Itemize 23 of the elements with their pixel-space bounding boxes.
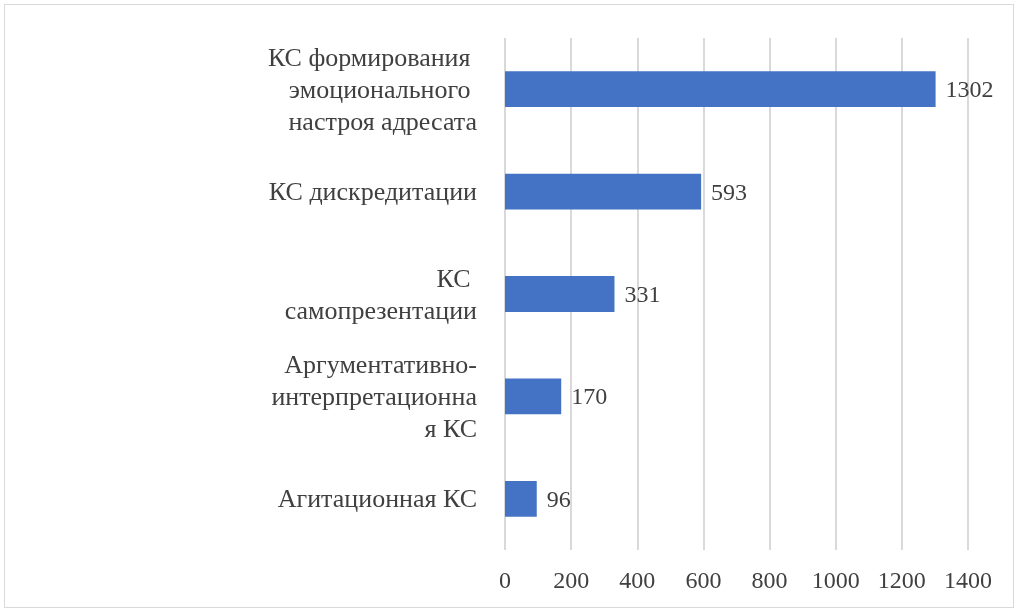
x-tick-label: 1000	[811, 567, 860, 593]
bar	[505, 276, 615, 312]
x-tick-label: 400	[619, 567, 656, 593]
bar	[505, 378, 562, 415]
y-tick-label: КС формирования эмоционального настроя адресата	[267, 42, 478, 136]
x-tick-label: 600	[685, 567, 722, 593]
y-tick-label: Агитационная КС	[277, 484, 477, 514]
data-label: 1302	[945, 76, 994, 103]
x-tick-label: 800	[751, 567, 788, 593]
data-label: 96	[546, 485, 571, 512]
y-tick-label: Аргументативно-интерпретационная КС	[271, 349, 478, 443]
bar	[505, 71, 936, 108]
data-label: 170	[571, 383, 608, 410]
x-tick-label: 1400	[944, 567, 992, 593]
x-tick-label: 200	[553, 567, 590, 593]
x-tick-label: 0	[499, 567, 511, 593]
y-tick-label: КС самопрезентации	[284, 263, 478, 325]
y-tick-label: КС дискредитации	[268, 177, 478, 207]
x-tick-label: 1200	[877, 567, 926, 593]
data-label: 593	[711, 178, 748, 205]
bar	[505, 480, 537, 517]
data-label: 331	[624, 281, 661, 307]
bar	[505, 173, 702, 210]
